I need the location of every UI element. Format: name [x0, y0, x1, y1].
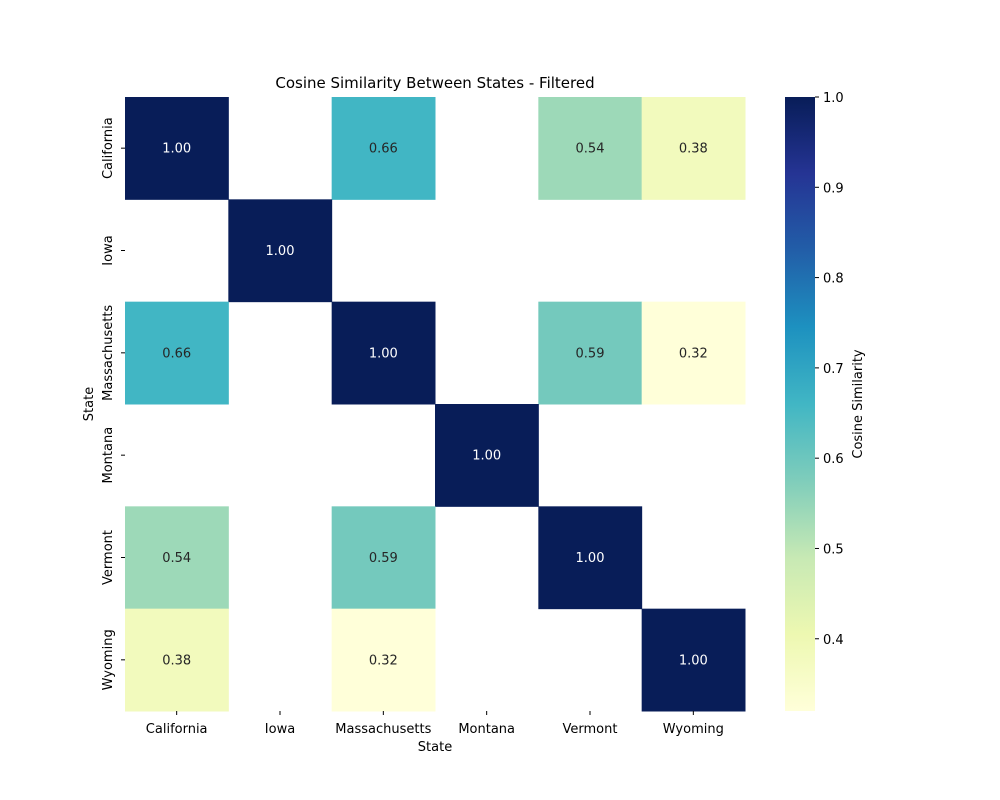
cell-value-label: 1.00: [472, 449, 501, 464]
cell-value-label: 0.32: [369, 653, 398, 668]
colorbar-tick-label: 0.6: [823, 452, 844, 467]
y-tick-label: Iowa: [101, 235, 116, 265]
cell-value-label: 0.54: [576, 142, 605, 157]
heatmap-cell: [331, 301, 436, 405]
colorbar-tick-label: 0.8: [823, 272, 844, 287]
colorbar-gradient: [785, 97, 815, 711]
x-tick-label: Massachusetts: [335, 722, 431, 737]
cell-value-label: 0.66: [369, 142, 398, 157]
cell-value-label: 1.00: [679, 653, 708, 668]
x-tick-label: California: [146, 722, 208, 737]
heatmap-cell: [538, 301, 643, 405]
chart-title: Cosine Similarity Between States - Filte…: [275, 74, 594, 92]
heatmap-cell: [331, 506, 436, 610]
x-axis-label: State: [418, 740, 452, 755]
heatmap-cell: [228, 199, 333, 303]
cell-value-label: 0.32: [679, 346, 708, 361]
cell-value-label: 1.00: [162, 142, 191, 157]
heatmap-cell: [331, 608, 436, 712]
y-tick-label: Vermont: [101, 530, 116, 585]
heatmap-cell: [125, 608, 229, 712]
heatmap-cell: [125, 506, 229, 610]
x-tick-label: Vermont: [563, 722, 618, 737]
colorbar-label: Cosine Similarity: [851, 349, 866, 459]
cell-value-label: 0.38: [679, 142, 708, 157]
colorbar-tick-label: 0.9: [823, 181, 844, 196]
x-tick-label: Wyoming: [663, 722, 724, 737]
heatmap-cell: [641, 301, 746, 405]
heatmap-cell: [641, 608, 746, 712]
heatmap-cell: [125, 301, 229, 405]
colorbar-tick-label: 0.7: [823, 362, 844, 377]
colorbar: 0.4 0.5 0.6 0.7 0.8 0.9 1.0 Cosine Similarity: [785, 91, 866, 711]
x-axis-ticks: California Iowa Massachusetts Montana Vermon…: [146, 711, 724, 737]
heatmap-cell: [125, 97, 229, 200]
y-axis-label: State: [82, 387, 97, 421]
cell-value-label: 0.66: [162, 346, 191, 361]
cell-value-label: 0.59: [576, 346, 605, 361]
heatmap-cells: 1.00 0.66 0.54 0.38 1.00 0.66 1.00 0.59 0.32 1.00…: [125, 97, 746, 712]
y-tick-label: Montana: [101, 427, 116, 484]
x-tick-label: Montana: [458, 722, 515, 737]
heatmap-cell: [641, 97, 746, 200]
y-axis-ticks: California Iowa Massachusetts Montana Vermon…: [101, 117, 125, 690]
heatmap-cell: [331, 97, 436, 200]
cell-value-label: 0.38: [162, 653, 191, 668]
cell-value-label: 0.59: [369, 551, 398, 566]
y-tick-label: Wyoming: [101, 629, 116, 690]
heatmap-cell: [538, 97, 643, 200]
colorbar-tick-label: 0.4: [823, 633, 844, 648]
cell-value-label: 0.54: [162, 551, 191, 566]
heatmap-cell: [538, 506, 643, 610]
y-tick-label: Massachusetts: [101, 305, 116, 401]
x-tick-label: Iowa: [265, 722, 295, 737]
cell-value-label: 1.00: [266, 244, 295, 259]
colorbar-tick-label: 1.0: [823, 91, 844, 106]
colorbar-ticks: 0.4 0.5 0.6 0.7 0.8 0.9 1.0: [815, 91, 844, 648]
heatmap-cell: [435, 404, 539, 507]
cell-value-label: 1.00: [576, 551, 605, 566]
cell-value-label: 1.00: [369, 346, 398, 361]
colorbar-tick-label: 0.5: [823, 542, 844, 557]
y-tick-label: California: [101, 117, 116, 179]
